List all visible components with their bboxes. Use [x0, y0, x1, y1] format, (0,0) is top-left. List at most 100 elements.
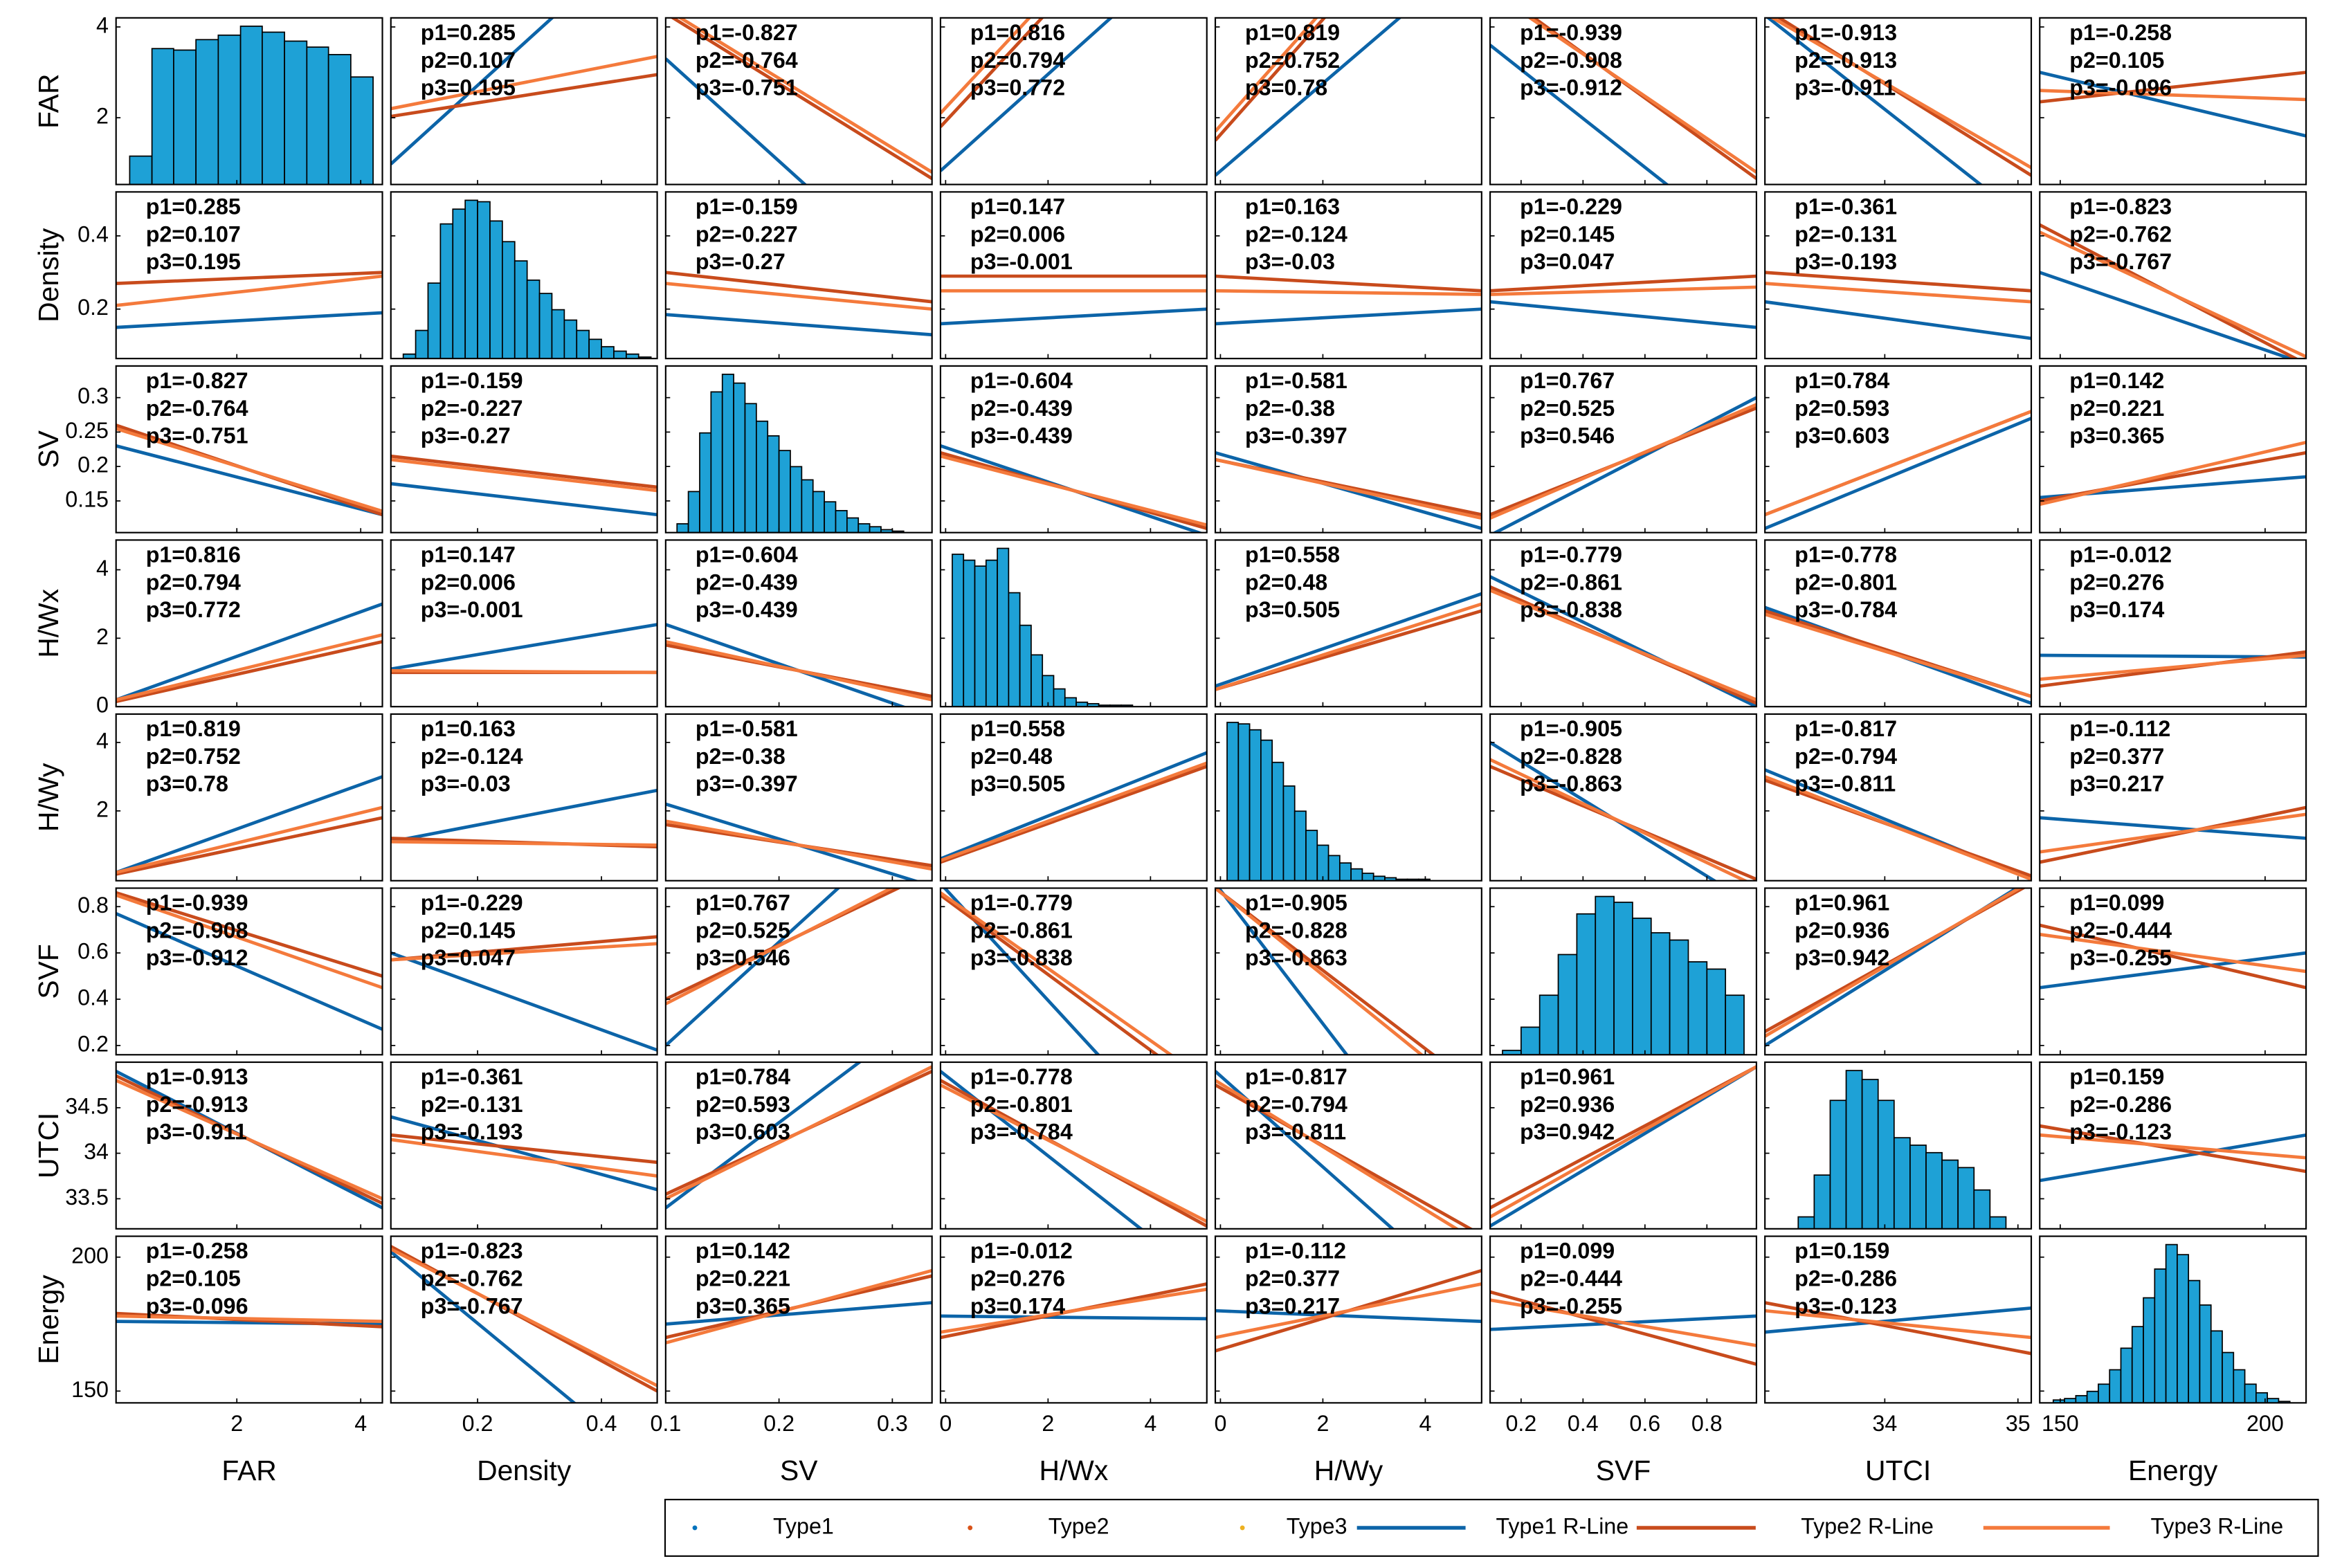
panel-border: [1214, 365, 1482, 534]
panel-border: [115, 365, 383, 534]
legend-label: Type3 R-Line: [2150, 1513, 2283, 1538]
histogram-bar: [1316, 844, 1329, 881]
panel-background: [1490, 17, 1756, 185]
legend-label: Type3: [1287, 1513, 1347, 1538]
plot-area: [390, 1245, 657, 1403]
panel-border: [115, 539, 383, 708]
correlation-label: p2=0.377: [1245, 1266, 1340, 1291]
panel-border: [939, 17, 1208, 185]
panel-border: [664, 539, 933, 708]
x-tick-label: 0: [939, 1411, 952, 1436]
histogram-bar: [2075, 1395, 2088, 1403]
histogram-bar: [985, 559, 998, 707]
correlation-label: p3=0.195: [421, 75, 516, 100]
plot-area: [665, 1062, 932, 1210]
panel-background: [1490, 192, 1756, 359]
regression-line: [390, 623, 657, 671]
correlation-label: p1=0.163: [421, 716, 516, 741]
correlation-label: p1=-0.581: [1245, 368, 1347, 393]
correlation-label: p1=-0.778: [1795, 543, 1897, 567]
correlation-label: p3=0.505: [1245, 597, 1340, 622]
regression-line: [2040, 71, 2307, 138]
histogram-bar: [963, 559, 976, 707]
histogram-bar: [1861, 1079, 1879, 1229]
plot-area: [116, 1311, 383, 1329]
histogram-bar: [2143, 1297, 2156, 1403]
regression-line: [2040, 923, 2307, 990]
histogram-bar: [239, 25, 263, 185]
correlation-label: p2=0.794: [970, 48, 1065, 73]
correlation-label: p1=0.147: [970, 194, 1065, 219]
histogram-bar: [1053, 688, 1066, 707]
regression-line: [665, 1065, 932, 1201]
correlation-label: p2=-0.444: [2069, 918, 2172, 942]
correlation-label: p3=-0.001: [421, 597, 523, 622]
histogram-bar: [1361, 873, 1374, 881]
histogram-bar: [1237, 723, 1251, 881]
plot-area: [940, 1070, 1207, 1229]
y-axis-label: Density: [33, 228, 64, 322]
regression-line: [1215, 592, 1482, 688]
panel-border: [1489, 17, 1757, 185]
correlation-label: p3=-0.096: [2069, 75, 2172, 100]
regression-line: [940, 17, 1114, 172]
histogram-bar: [1064, 697, 1077, 707]
histogram-bar: [1305, 830, 1318, 881]
correlation-label: p2=-0.794: [1795, 744, 1897, 769]
histogram-bar: [514, 260, 528, 359]
histogram-bar: [217, 34, 242, 185]
correlation-label: p3=0.78: [1245, 75, 1327, 100]
regression-line: [2040, 816, 2307, 840]
panel-border: [390, 539, 658, 708]
y-tick-label: 34.5: [65, 1093, 109, 1118]
regression-line: [940, 1287, 1207, 1334]
x-axis-label: H/Wy: [1314, 1455, 1383, 1486]
panel: p1=0.159 p2=-0.286 p3=-0.123: [2039, 1061, 2307, 1230]
correlation-label: p2=-0.764: [146, 396, 248, 421]
correlation-label: p2=-0.828: [1245, 918, 1347, 942]
histogram-bar: [2109, 1369, 2122, 1403]
correlation-label: p1=0.558: [970, 716, 1065, 741]
histogram-bar: [1797, 1216, 1815, 1229]
panel-border: [1489, 1061, 1757, 1230]
panel-border: [2039, 1235, 2307, 1404]
histogram-bar: [1909, 1145, 1927, 1229]
plot-area: [2040, 923, 2307, 990]
regression-line: [1527, 17, 1756, 174]
panel-background: [940, 713, 1207, 881]
legend-label: Type2: [1049, 1513, 1109, 1538]
x-axis-label: H/Wx: [1039, 1455, 1108, 1486]
correlation-label: p3=-0.784: [970, 1120, 1073, 1145]
panel: p1=-0.778 p2=-0.801 p3=-0.784: [939, 1061, 1208, 1230]
plot-area: [2040, 805, 2307, 864]
regression-line: [665, 888, 841, 1047]
x-tick-label: 0.6: [1629, 1411, 1660, 1436]
correlation-label: p2=-0.444: [1520, 1266, 1622, 1291]
x-tick-label: 0.2: [763, 1411, 795, 1436]
correlation-label: p1=0.285: [146, 194, 241, 219]
histogram-bar: [1520, 1026, 1541, 1055]
histogram-bar: [415, 329, 429, 359]
plot-area: [1797, 1070, 2007, 1229]
legend-marker: [692, 1525, 698, 1531]
plot-area: [1215, 450, 1482, 530]
correlation-label: p3=0.546: [1520, 423, 1615, 448]
histogram-bar: [778, 450, 791, 533]
panel-border: [939, 365, 1208, 534]
y-tick-label: 0.3: [78, 383, 109, 408]
panel: p1=-0.581 p2=-0.38 p3=-0.397: [664, 713, 933, 882]
panel: p1=-0.361 p2=-0.131 p3=-0.193: [390, 1061, 658, 1230]
panel-background: [1215, 17, 1482, 185]
correlation-label: p2=0.107: [146, 221, 241, 246]
regression-line: [390, 73, 657, 118]
correlation-label: p1=-0.817: [1795, 716, 1897, 741]
regression-line: [390, 457, 657, 493]
histogram-bar: [733, 382, 746, 533]
